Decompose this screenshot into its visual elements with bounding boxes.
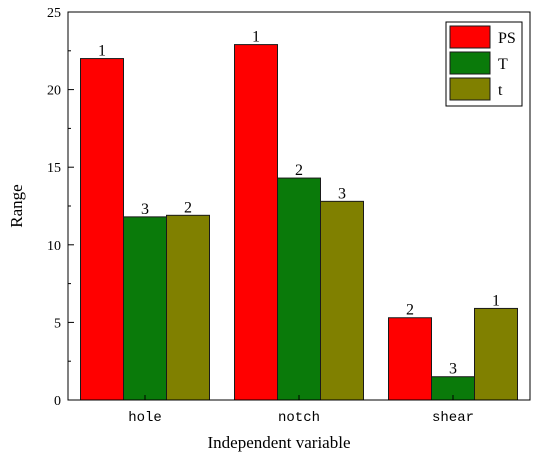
x-category-label: hole — [128, 410, 162, 426]
bar-t-shear — [474, 307, 518, 401]
legend-label-t: t — [498, 82, 503, 99]
data-label: 3 — [141, 201, 149, 218]
data-label: 2 — [184, 199, 192, 216]
y-tick-label: 25 — [47, 6, 61, 21]
y-tick-label: 20 — [47, 84, 61, 99]
legend-swatch-t — [449, 77, 491, 101]
y-tick-label: 10 — [47, 239, 61, 254]
data-label: 2 — [295, 162, 303, 179]
data-label: 1 — [492, 292, 500, 309]
data-label: 2 — [406, 302, 414, 319]
y-axis-title: Range — [7, 184, 26, 227]
data-label: 1 — [252, 29, 260, 46]
x-axis-title: Independent variable — [207, 433, 350, 452]
data-labels-layer: 1 3 2 1 2 3 2 3 1 — [98, 29, 500, 378]
bar-PS-shear — [388, 317, 432, 401]
bar-t-notch — [320, 200, 364, 401]
y-tick-label: 5 — [54, 316, 61, 331]
data-label: 3 — [449, 361, 457, 378]
bar-T-notch — [277, 177, 321, 401]
legend-swatch-PS — [449, 25, 491, 49]
y-axis: 0 5 10 15 20 25 — [47, 6, 74, 409]
data-label: 3 — [338, 185, 346, 202]
legend-swatch-T — [449, 51, 491, 75]
x-category-label: notch — [278, 410, 320, 426]
bar-PS-hole — [80, 58, 124, 401]
bars-layer — [80, 44, 518, 401]
x-axis: hole notch shear — [128, 395, 474, 426]
legend: PS Tt — [445, 21, 523, 107]
bar-PS-notch — [234, 44, 278, 401]
bar-T-hole — [123, 216, 167, 401]
legend-label-PS: PS — [498, 30, 516, 47]
legend-label-T: T — [498, 56, 508, 73]
y-tick-label: 0 — [54, 394, 61, 409]
y-tick-label: 15 — [47, 161, 61, 176]
data-label: 1 — [98, 43, 106, 60]
bar-t-hole — [166, 214, 210, 401]
x-category-label: shear — [432, 410, 474, 426]
